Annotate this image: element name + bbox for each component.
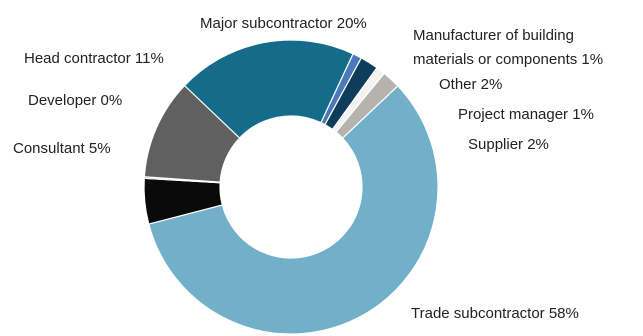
- donut-hole: [220, 116, 362, 258]
- label-consultant: Consultant 5%: [13, 140, 111, 157]
- label-trade-subcontractor: Trade subcontractor 58%: [411, 305, 579, 322]
- label-manufacturer-line2: materials or components 1%: [413, 51, 603, 68]
- label-supplier: Supplier 2%: [468, 136, 549, 153]
- label-project-manager: Project manager 1%: [458, 106, 594, 123]
- label-manufacturer-line1: Manufacturer of building: [413, 27, 574, 44]
- label-head-contractor: Head contractor 11%: [24, 50, 164, 67]
- label-developer: Developer 0%: [28, 92, 122, 109]
- label-major-subcontractor: Major subcontractor 20%: [200, 15, 367, 32]
- label-other: Other 2%: [439, 76, 502, 93]
